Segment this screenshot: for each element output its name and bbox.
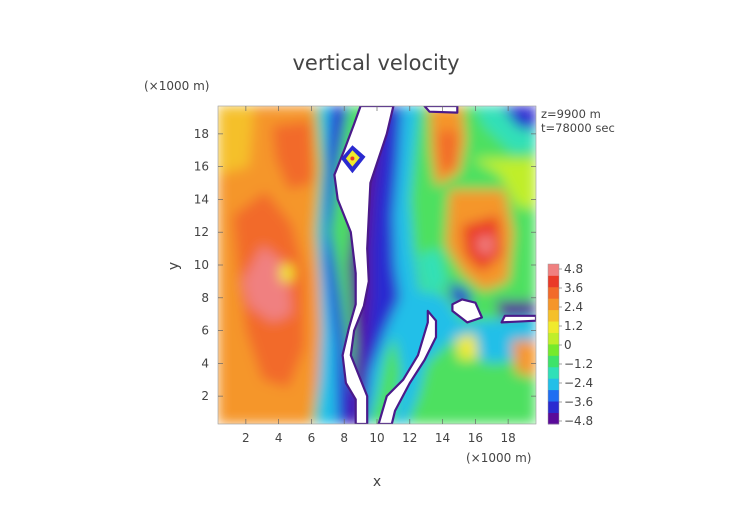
field-region — [355, 106, 402, 424]
field-region — [418, 248, 448, 295]
annotation-height: z=9900 m — [541, 107, 601, 121]
field-region — [511, 340, 536, 377]
colorbar: 4.8 3.6 2.4 1.2 0 −1.2 −2.4 −3.6 −4.8 — [547, 262, 593, 428]
y-unit-label: (×1000 m) — [144, 79, 209, 93]
y-tick-label: 12 — [194, 225, 209, 239]
x-tick-label: 8 — [340, 431, 348, 445]
field-region — [326, 106, 355, 424]
colorbar-tick-label: −3.6 — [564, 395, 593, 409]
field-region — [242, 245, 292, 323]
x-ticks: 2 4 6 8 10 12 14 16 18 — [242, 106, 516, 445]
field-region — [218, 106, 255, 175]
colorbar-tick-label: 2.4 — [564, 300, 583, 314]
masked-region — [500, 314, 536, 324]
chart-title: vertical velocity — [292, 51, 459, 75]
field-region — [437, 130, 458, 174]
colorbar-tick-label: −4.8 — [564, 414, 593, 428]
y-tick-label: 10 — [194, 258, 209, 272]
masked-region — [451, 298, 483, 324]
colorbar-segment — [548, 355, 559, 368]
x-axis-label: x — [373, 474, 381, 490]
colorbar-segment — [548, 321, 559, 333]
x-tick-label: 6 — [308, 431, 316, 445]
x-tick-label: 2 — [242, 431, 250, 445]
colorbar-tick-label: 3.6 — [564, 281, 583, 295]
colorbar-segment — [548, 401, 559, 413]
y-tick-label: 4 — [201, 356, 209, 370]
field-region — [272, 120, 314, 190]
colorbar-segment — [548, 309, 559, 322]
colorbar-segment — [548, 412, 559, 425]
colorbar-tick-label: 4.8 — [564, 262, 583, 276]
field-region — [472, 158, 536, 208]
y-ticks: 2 4 6 8 10 12 14 16 18 — [194, 127, 536, 403]
masked-region — [377, 309, 438, 424]
colorbar-tick-label: −1.2 — [564, 357, 593, 371]
annotation-time: t=78000 sec — [541, 121, 615, 135]
colorbar-segment — [548, 344, 559, 356]
x-tick-label: 16 — [468, 431, 483, 445]
y-axis-label: y — [166, 262, 182, 270]
colorbar-segment — [548, 264, 559, 276]
y-tick-label: 6 — [201, 324, 209, 338]
colorbar-tick-label: −2.4 — [564, 376, 593, 390]
colorbar-segment — [548, 275, 559, 288]
y-tick-label: 2 — [201, 389, 209, 403]
plot-area — [218, 106, 536, 424]
x-tick-label: 14 — [435, 431, 450, 445]
hotspot-center — [350, 156, 355, 161]
x-tick-label: 12 — [402, 431, 417, 445]
colorbar-tick-label: 1.2 — [564, 319, 583, 333]
colorbar-tick-label: 0 — [564, 338, 572, 352]
x-unit-label: (×1000 m) — [466, 451, 531, 465]
x-tick-label: 4 — [275, 431, 283, 445]
colorbar-segment — [548, 378, 559, 391]
colorbar-segment — [548, 332, 559, 345]
colorbar-segment — [548, 298, 559, 311]
y-tick-label: 8 — [201, 291, 209, 305]
field-region — [280, 265, 294, 282]
x-tick-label: 10 — [369, 431, 384, 445]
masked-region — [333, 106, 395, 424]
y-tick-label: 14 — [194, 192, 209, 206]
field-region — [477, 235, 494, 256]
x-tick-label: 18 — [500, 431, 515, 445]
field-region — [316, 106, 351, 424]
field-region — [501, 106, 536, 131]
y-tick-label: 18 — [194, 127, 209, 141]
colorbar-frame — [547, 263, 560, 425]
field-region — [455, 333, 479, 361]
y-tick-label: 16 — [194, 160, 209, 174]
colorbar-segment — [548, 366, 559, 379]
colorbar-segment — [548, 389, 559, 402]
field-region — [495, 301, 536, 318]
colorbar-segment — [548, 286, 559, 299]
masked-region — [423, 106, 459, 114]
